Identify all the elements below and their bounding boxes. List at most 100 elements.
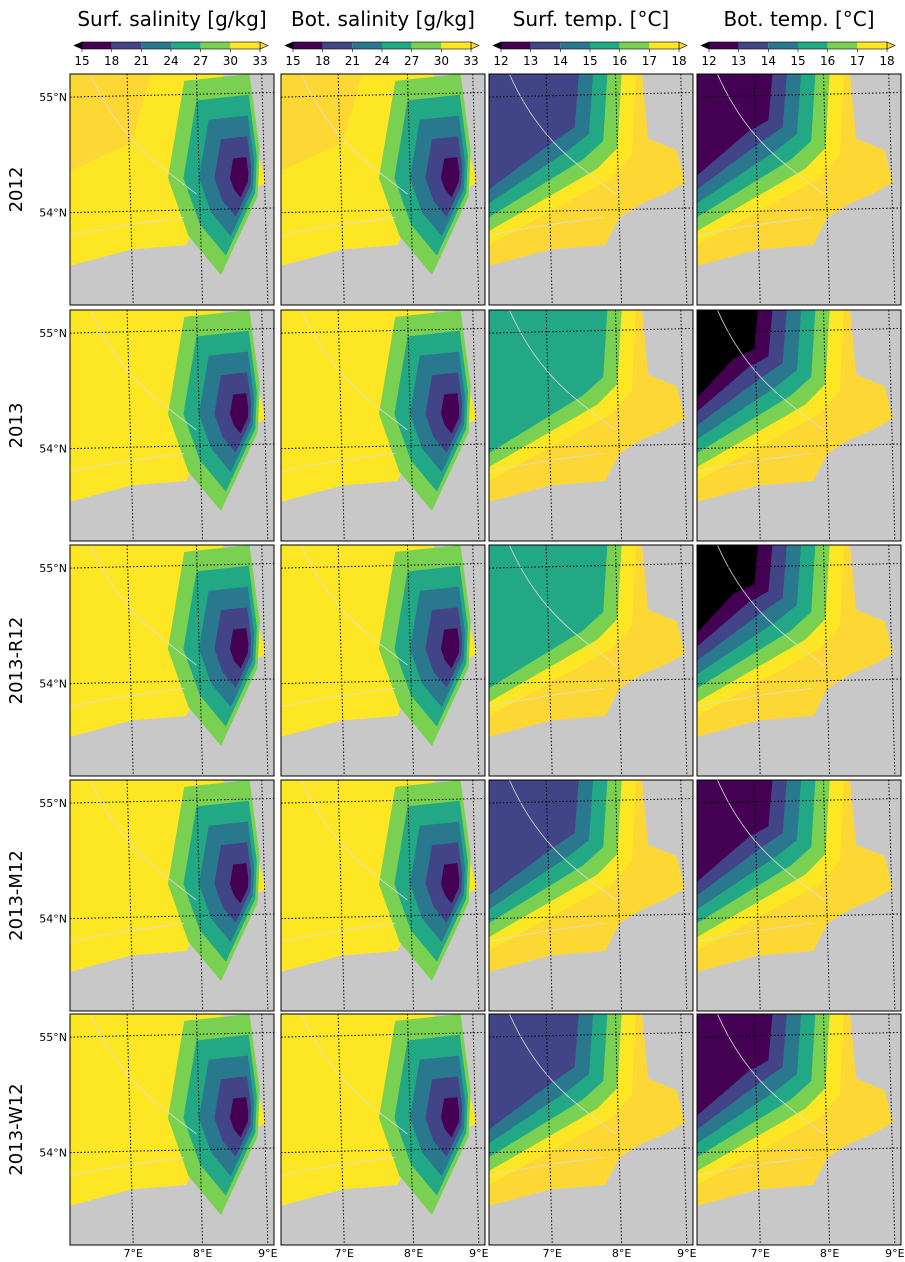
- meridian: [195, 1014, 204, 1245]
- lat-label: 55°N: [39, 562, 67, 575]
- panel-frame: [696, 1013, 902, 1246]
- row-label: 2013-R12: [6, 617, 27, 705]
- temp-band: [489, 545, 608, 689]
- plume: [229, 863, 249, 904]
- meridian: [680, 310, 688, 541]
- meridian: [680, 780, 688, 1011]
- contour: [70, 922, 185, 943]
- map-panel: [489, 310, 693, 541]
- lat-label: 55°N: [39, 91, 67, 104]
- parallel: [697, 91, 901, 98]
- meridian: [337, 780, 345, 1011]
- meridian: [822, 310, 831, 541]
- temp-band: [489, 780, 579, 896]
- lon-label: 7°E: [751, 1247, 770, 1258]
- contour: [697, 687, 812, 708]
- meridian: [126, 545, 134, 776]
- parallel: [281, 1031, 485, 1038]
- lon-label: 9°E: [258, 1247, 277, 1258]
- contour: [717, 545, 824, 666]
- meridian: [753, 1014, 761, 1245]
- colorbar-tick-label: 30: [434, 54, 449, 68]
- map-panel: [697, 310, 901, 541]
- map-panel: [70, 74, 274, 305]
- parallel: [281, 91, 485, 98]
- contour: [281, 687, 396, 708]
- parallel: [281, 797, 485, 804]
- colorbar-tick-label: 30: [223, 54, 238, 68]
- plume: [440, 628, 460, 669]
- contour: [489, 216, 604, 237]
- contour: [301, 74, 408, 195]
- colorbar-segment: [111, 42, 142, 49]
- parallel: [70, 1031, 274, 1038]
- parallel: [70, 562, 274, 569]
- colorbar-over: [259, 41, 269, 50]
- colorbar-tick-label: 16: [612, 54, 627, 68]
- parallel: [281, 678, 485, 685]
- parallel: [697, 678, 901, 685]
- contour: [90, 74, 197, 195]
- meridian: [195, 545, 204, 776]
- colorbar-segment: [709, 42, 739, 49]
- contour: [717, 1014, 824, 1135]
- lat-label: 55°N: [39, 1031, 67, 1044]
- colorbar-segment: [768, 42, 798, 49]
- meridian: [406, 545, 415, 776]
- meridian: [545, 1014, 553, 1245]
- panel-frame: [488, 1013, 694, 1246]
- parallel: [281, 443, 485, 450]
- map-panel: [70, 310, 274, 541]
- meridian: [406, 74, 415, 305]
- colorbar-segment: [501, 42, 531, 49]
- parallel: [281, 207, 485, 214]
- panel-frame: [488, 309, 694, 542]
- colorbar-segment: [411, 42, 442, 49]
- panel-frame: [69, 779, 275, 1012]
- parallel: [70, 91, 274, 98]
- plume: [440, 393, 460, 434]
- colorbar-segment: [560, 42, 590, 49]
- parallel: [70, 913, 274, 920]
- plume: [229, 393, 249, 434]
- lon-label: 7°E: [335, 1247, 354, 1258]
- contour: [509, 780, 616, 901]
- lon-label: 7°E: [543, 1247, 562, 1258]
- parallel: [697, 443, 901, 450]
- colorbar-segment: [171, 42, 201, 49]
- meridian: [545, 780, 553, 1011]
- panel-frame: [696, 73, 902, 306]
- parallel: [489, 207, 693, 214]
- map-panel: [489, 545, 693, 776]
- colorbar-segment: [619, 42, 650, 49]
- colorbar-segment: [141, 42, 171, 49]
- lat-label: 55°N: [39, 327, 67, 340]
- contour: [489, 452, 604, 473]
- lon-label: 7°E: [124, 1247, 143, 1258]
- contour: [70, 1156, 185, 1177]
- colorbar-tick-label: 13: [523, 54, 538, 68]
- colorbar-tick-label: 21: [345, 54, 360, 68]
- contour: [509, 545, 616, 666]
- colorbar-segment: [382, 42, 412, 49]
- meridian: [680, 545, 688, 776]
- colorbar-tick-label: 15: [790, 54, 805, 68]
- map-panel: [70, 780, 274, 1011]
- map-panel: [281, 545, 485, 776]
- meridian: [753, 310, 761, 541]
- colorbar-tick-label: 18: [104, 54, 119, 68]
- parallel: [489, 1031, 693, 1038]
- colorbar-tick-label: 14: [761, 54, 776, 68]
- colorbar-tick-label: 21: [134, 54, 149, 68]
- contour: [281, 452, 396, 473]
- colorbar-tick-label: 17: [850, 54, 865, 68]
- offshore: [70, 74, 152, 172]
- meridian: [261, 780, 269, 1011]
- meridian: [545, 310, 553, 541]
- meridian: [614, 74, 623, 305]
- meridian: [472, 1014, 480, 1245]
- contour: [717, 74, 824, 195]
- contour: [70, 452, 185, 473]
- meridian: [822, 74, 831, 305]
- lat-label: 54°N: [39, 913, 67, 926]
